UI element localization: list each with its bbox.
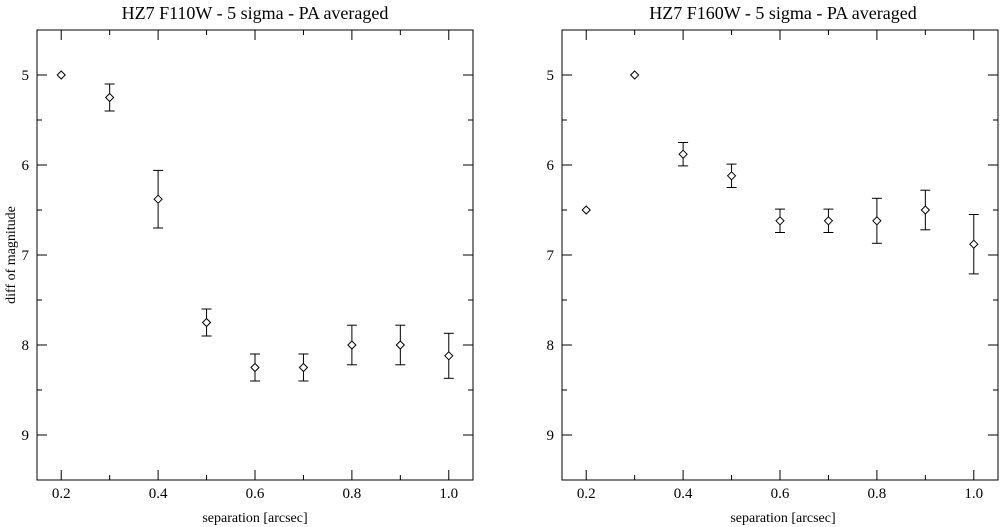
data-point [775, 216, 785, 226]
data-point [250, 362, 260, 373]
data-point [153, 194, 163, 204]
y-tick-label: 7 [22, 248, 30, 264]
x-tick-label: 1.0 [439, 486, 458, 502]
x-tick-label: 0.4 [674, 486, 693, 502]
y-tick-label: 5 [547, 68, 555, 84]
x-tick-label: 0.8 [343, 486, 362, 502]
x-axis-label: separation [arcsec] [202, 511, 307, 526]
y-tick-label: 9 [22, 428, 30, 444]
y-tick-label: 6 [547, 158, 555, 174]
y-tick-label: 5 [22, 68, 30, 84]
x-tick-label: 0.4 [149, 486, 168, 502]
data-point [104, 92, 115, 103]
data-point [629, 70, 640, 80]
y-tick-label: 8 [547, 338, 555, 354]
data-point [969, 239, 979, 249]
x-tick-label: 0.6 [771, 486, 790, 502]
chart-title: HZ7 F110W - 5 sigma - PA averaged [122, 3, 389, 23]
data-point [347, 340, 357, 350]
panel-f160w: HZ7 F160W - 5 sigma - PA averaged separa… [547, 3, 999, 526]
chart-title: HZ7 F160W - 5 sigma - PA averaged [649, 3, 916, 23]
data-point [581, 205, 591, 215]
data-point [920, 205, 931, 215]
y-tick-label: 6 [22, 158, 30, 174]
plot-frame [36, 29, 474, 481]
y-tick-label: 8 [22, 338, 30, 354]
x-tick-label: 0.2 [52, 486, 71, 502]
data-point [823, 216, 834, 226]
x-tick-label: 0.6 [246, 486, 265, 502]
y-tick-label: 7 [547, 248, 555, 264]
data-point [201, 317, 212, 328]
x-tick-label: 0.2 [577, 486, 596, 502]
data-point [395, 340, 406, 350]
x-axis-label: separation [arcsec] [730, 511, 835, 526]
y-tick-label: 9 [547, 428, 555, 444]
plot-frame [561, 29, 999, 481]
data-point [872, 216, 882, 226]
x-tick-label: 0.8 [868, 486, 887, 502]
x-tick-label: 1.0 [964, 486, 983, 502]
data-point [726, 171, 737, 181]
data-point [678, 149, 688, 159]
y-axis-label: diff of magnitude [4, 206, 19, 304]
data-point [444, 351, 454, 361]
data-point [56, 70, 66, 80]
panel-f110w: HZ7 F110W - 5 sigma - PA averaged diff o… [4, 3, 474, 526]
data-point [298, 362, 309, 373]
